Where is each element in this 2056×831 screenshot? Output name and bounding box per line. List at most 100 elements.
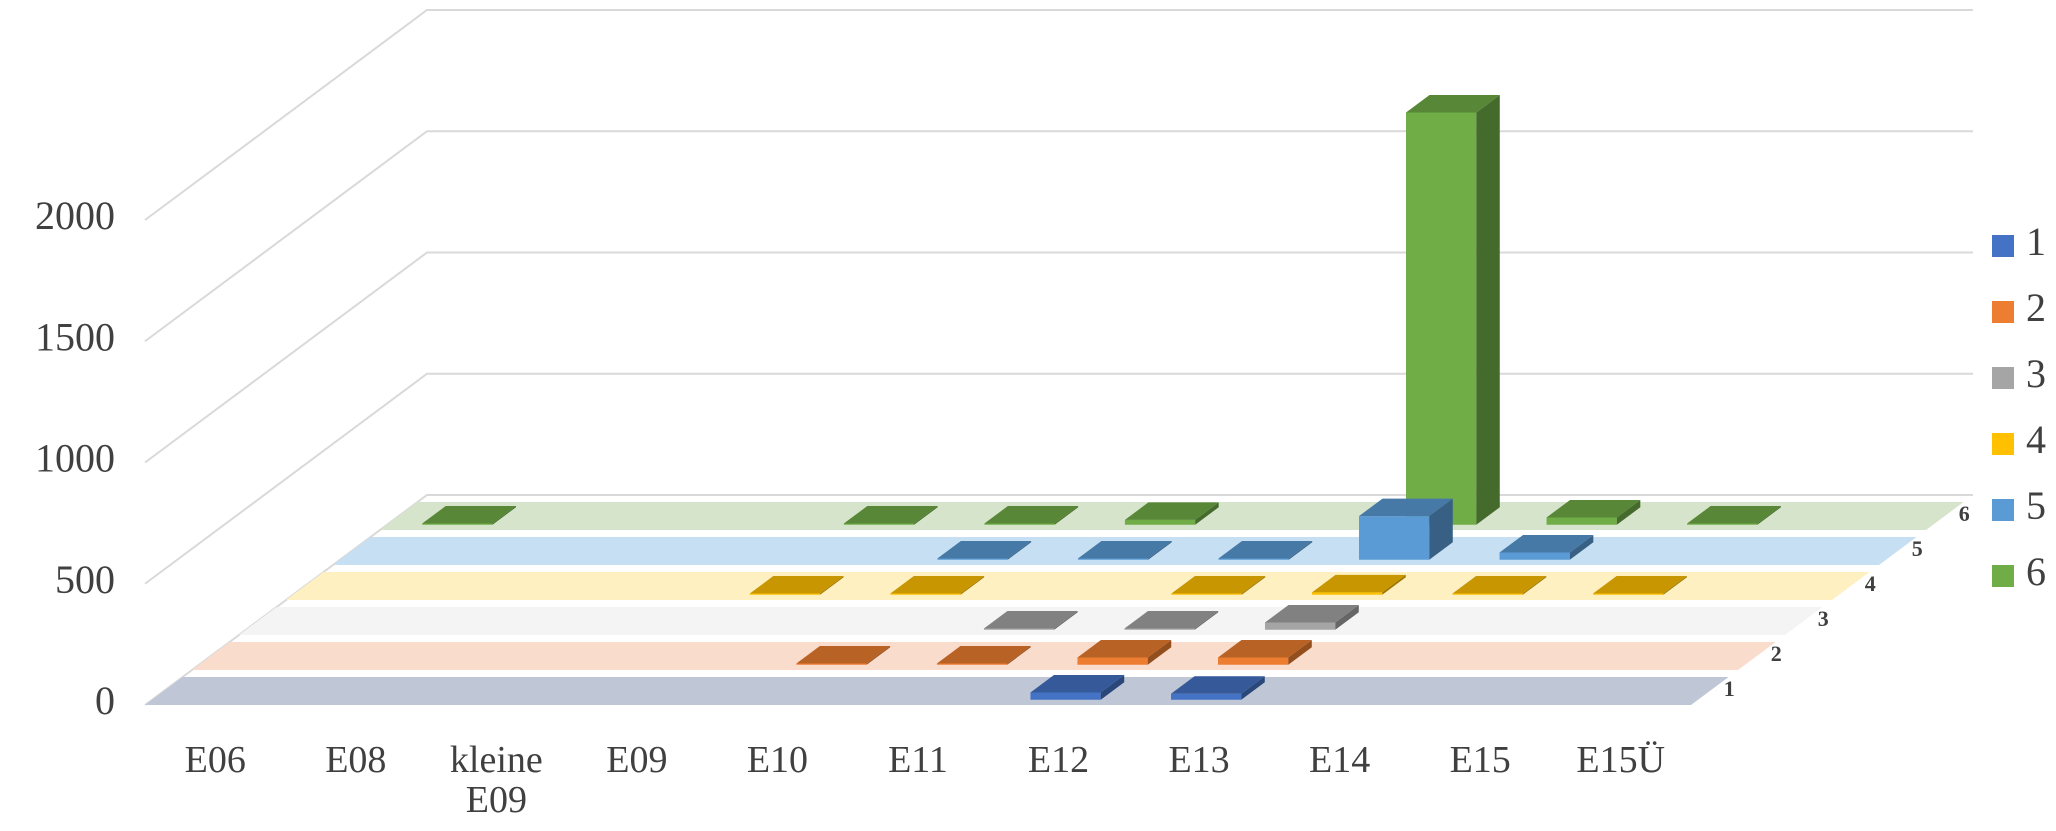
bar-side xyxy=(1476,95,1500,525)
bar xyxy=(984,506,1079,525)
bar-front xyxy=(1452,593,1523,595)
y-tick-label: 2000 xyxy=(35,193,115,238)
bar-top xyxy=(937,541,1032,559)
bar-side xyxy=(1757,506,1781,525)
bar-top xyxy=(936,646,1031,664)
bar-front xyxy=(1359,516,1430,560)
bar-top xyxy=(1265,604,1359,623)
bar-side xyxy=(1148,541,1172,560)
bar-top xyxy=(1077,541,1172,559)
bar xyxy=(1171,676,1265,700)
bar-top xyxy=(1030,674,1125,693)
x-tick-label: E11 xyxy=(888,739,948,781)
bar-top xyxy=(1124,502,1219,520)
bar-top xyxy=(1359,498,1453,517)
x-tick-label: kleine E09 xyxy=(449,739,543,821)
bar xyxy=(1406,95,1500,525)
bar xyxy=(843,506,938,525)
bar-top xyxy=(1687,506,1781,524)
bar xyxy=(1452,576,1547,595)
bar-top xyxy=(1546,499,1641,518)
y-tick-label: 0 xyxy=(95,678,115,723)
bar-side xyxy=(1288,541,1313,560)
bar-front xyxy=(843,523,915,525)
bar-top xyxy=(1171,676,1265,694)
bar xyxy=(749,576,844,595)
x-tick-label: E15 xyxy=(1449,739,1511,781)
bar-side xyxy=(1147,639,1172,665)
bar-front xyxy=(1546,517,1617,525)
bar-front xyxy=(1030,692,1101,700)
bar-front xyxy=(1077,558,1149,560)
bar xyxy=(1077,639,1172,665)
legend-label: 3 xyxy=(2026,351,2046,396)
depth-label: 3 xyxy=(1818,606,1829,631)
bar-side xyxy=(1241,576,1266,595)
bar-front xyxy=(1124,519,1196,525)
bar xyxy=(796,646,891,665)
bar-front xyxy=(1406,112,1477,525)
legend-label: 2 xyxy=(2026,285,2046,330)
y-tick-label: 1500 xyxy=(35,314,115,359)
grid-line xyxy=(144,251,1973,464)
bar-side xyxy=(1335,604,1359,630)
bar xyxy=(1124,502,1219,525)
legend-swatch xyxy=(1992,235,2014,257)
depth-label: 5 xyxy=(1912,536,1923,561)
bar-front xyxy=(1218,558,1289,560)
bar-side xyxy=(1616,499,1641,525)
y-tick-label: 1000 xyxy=(35,436,115,481)
x-tick-label: E14 xyxy=(1309,739,1371,781)
bar-front xyxy=(983,628,1055,630)
bar-front xyxy=(796,663,867,665)
bar xyxy=(1171,576,1266,595)
legend-swatch xyxy=(1992,433,2014,455)
bar xyxy=(890,576,985,595)
grid-line xyxy=(144,130,1973,343)
bar-front xyxy=(749,593,821,595)
bar-top xyxy=(1124,611,1219,629)
legend-label: 6 xyxy=(2026,549,2046,594)
bar-front xyxy=(1171,693,1242,700)
bar xyxy=(422,506,516,525)
bar-top xyxy=(1218,639,1312,658)
bar-top xyxy=(1312,574,1406,593)
floor-strip xyxy=(145,677,1729,705)
bar xyxy=(1077,541,1172,560)
bar-top xyxy=(749,576,844,594)
bar-side xyxy=(1429,498,1453,560)
x-tick-label: E15Ü xyxy=(1576,739,1666,781)
bar-top xyxy=(983,611,1078,629)
bar-top xyxy=(422,506,516,524)
bar-side xyxy=(1194,611,1219,630)
bar-front xyxy=(1687,523,1758,525)
grid-line xyxy=(144,9,1973,221)
bar-side xyxy=(820,576,844,595)
bar xyxy=(1265,604,1359,630)
bar xyxy=(1499,534,1594,560)
bar-front xyxy=(936,663,1008,665)
bar xyxy=(1546,499,1641,525)
bar-side xyxy=(1569,534,1594,560)
bar-top xyxy=(1171,576,1266,594)
bar xyxy=(1218,541,1313,560)
bar xyxy=(936,646,1031,665)
bar-side xyxy=(1241,676,1265,700)
x-tick-label: E08 xyxy=(325,739,387,781)
legend-swatch xyxy=(1992,301,2014,323)
bar xyxy=(937,541,1032,560)
bar xyxy=(1359,498,1453,560)
legend-swatch xyxy=(1992,499,2014,521)
legend-label: 4 xyxy=(2026,417,2046,462)
bar-side xyxy=(1054,506,1079,525)
bar-top xyxy=(1406,95,1500,113)
bar xyxy=(983,611,1078,630)
bar-front xyxy=(1171,593,1242,595)
legend-label: 5 xyxy=(2026,483,2046,528)
bar-side xyxy=(1100,674,1125,700)
bar-front xyxy=(1593,593,1664,595)
bar-side xyxy=(1288,639,1312,665)
bar-front xyxy=(1124,628,1195,630)
x-tick-label: E12 xyxy=(1027,739,1090,781)
